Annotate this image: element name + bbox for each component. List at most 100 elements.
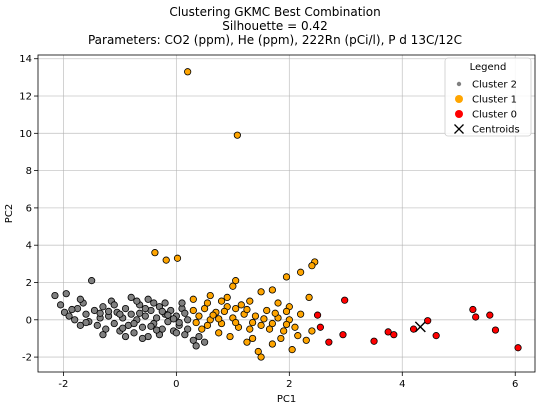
cluster-2-point — [121, 304, 130, 313]
cluster-2-point — [127, 293, 135, 302]
cluster-1-point — [302, 336, 310, 344]
legend-label: Cluster 0 — [472, 110, 517, 121]
cluster-1-point — [282, 320, 291, 329]
cluster-1-point — [249, 318, 257, 327]
cluster-1-point — [265, 325, 274, 333]
cluster-1-point — [215, 315, 223, 323]
cluster-1-point — [203, 299, 212, 307]
legend: Legend Cluster 2 Cluster 1 Cluster 0 Centro… — [444, 57, 532, 137]
cluster-2-point — [138, 323, 147, 331]
chart-subtitle-parameters: Parameters: CO2 (ppm), He (ppm), 222Rn (… — [88, 33, 462, 47]
cluster-1-point — [274, 299, 282, 307]
cluster-0-point — [469, 305, 477, 314]
cluster-1-point — [251, 312, 260, 320]
x-axis-ticks: -2 0 2 4 6 — [58, 372, 518, 390]
cluster-2-point — [110, 301, 118, 309]
cluster-1-point — [151, 249, 159, 257]
cluster-1-point — [206, 291, 214, 300]
cluster-2-point — [93, 321, 101, 329]
cluster-2-point — [65, 312, 73, 320]
legend-title: Legend — [470, 62, 507, 73]
cluster-2-point — [189, 336, 197, 344]
cluster-0-point — [409, 325, 418, 333]
cluster-2-point — [102, 325, 110, 333]
cluster-2-point — [201, 338, 209, 346]
cluster-1-point — [217, 297, 226, 305]
y-tick-label: 8 — [26, 166, 32, 177]
x-tick-label: 6 — [512, 379, 518, 390]
cluster-1-point — [192, 318, 200, 327]
cluster-2-point — [144, 295, 152, 303]
cluster-2-point — [192, 342, 200, 350]
cluster-1-point — [220, 307, 228, 315]
cluster-1-point — [268, 340, 276, 348]
cluster-1-point — [271, 309, 279, 317]
x-tick-label: -2 — [58, 379, 68, 390]
y-tick-label: 12 — [19, 92, 32, 103]
cluster-1-point — [308, 327, 316, 335]
y-axis-ticks: -2 0 2 4 6 8 10 12 14 — [19, 54, 38, 364]
cluster-1-point — [189, 295, 197, 303]
cluster-1-point — [268, 319, 276, 328]
legend-label: Centroids — [472, 125, 520, 136]
cluster-2-point — [181, 331, 189, 339]
cluster-2-point — [76, 295, 84, 303]
y-tick-label: -2 — [22, 353, 32, 364]
legend-entries: Cluster 2 Cluster 1 Cluster 0 Centroids — [454, 80, 520, 136]
cluster-1-point — [203, 321, 212, 329]
cluster-2-point — [71, 316, 79, 324]
cluster-1-point — [308, 262, 316, 270]
cluster-2-point — [82, 318, 90, 327]
legend-label: Cluster 2 — [472, 80, 517, 91]
cluster-2-point — [138, 334, 147, 343]
cluster-1-point — [282, 307, 291, 315]
centroid-marker — [414, 321, 426, 333]
cluster-2-point — [169, 315, 178, 323]
y-axis-label: PC2 — [4, 204, 15, 223]
cluster-0-point — [390, 331, 398, 339]
cluster-1-point — [260, 315, 268, 323]
cluster-2-point — [68, 305, 76, 314]
cluster-1-point — [277, 334, 285, 343]
cluster-1-point — [233, 131, 241, 139]
y-tick-label: 10 — [19, 129, 32, 140]
cluster-2-point — [195, 332, 203, 341]
cluster-1-point — [201, 304, 209, 313]
cluster-1-point — [229, 282, 237, 290]
cluster-0-point — [486, 311, 494, 319]
cluster-2-point — [110, 319, 118, 328]
cluster-1-point — [257, 288, 265, 296]
cluster-0-point — [339, 331, 347, 339]
cluster-2-point — [76, 321, 84, 329]
cluster-2-point — [82, 310, 90, 318]
cluster-2-point — [104, 307, 113, 315]
cluster-1-point — [268, 286, 276, 294]
cluster-2-point — [153, 314, 161, 322]
cluster-2-point — [127, 310, 135, 318]
legend-marker-cluster-0 — [455, 110, 463, 118]
x-tick-label: 2 — [286, 379, 292, 390]
cluster-2-point — [130, 319, 138, 328]
cluster-0-point — [424, 317, 432, 325]
y-tick-label: 14 — [19, 54, 32, 65]
cluster-1-point — [297, 268, 305, 276]
cluster-1-point — [173, 254, 182, 262]
y-tick-label: 2 — [26, 278, 32, 289]
cluster-1-point — [280, 327, 288, 335]
chart-subtitle-silhouette: Silhouette = 0.42 — [222, 19, 327, 33]
cluster-2-point — [116, 310, 124, 318]
x-tick-label: 0 — [173, 379, 179, 390]
cluster-2-point — [164, 311, 172, 319]
cluster-2-point — [96, 309, 104, 317]
cluster-2-point — [90, 306, 99, 315]
cluster-1-point — [232, 277, 240, 285]
data-points — [51, 68, 522, 361]
cluster-1-point — [237, 301, 245, 309]
y-tick-label: 6 — [26, 203, 32, 214]
cluster-2-point — [121, 332, 130, 341]
cluster-1-point — [257, 321, 265, 329]
cluster-2-point — [178, 299, 186, 307]
cluster-1-point — [232, 318, 240, 327]
chart-title: Clustering GKMC Best Combination — [169, 5, 380, 19]
legend-box — [444, 57, 532, 137]
